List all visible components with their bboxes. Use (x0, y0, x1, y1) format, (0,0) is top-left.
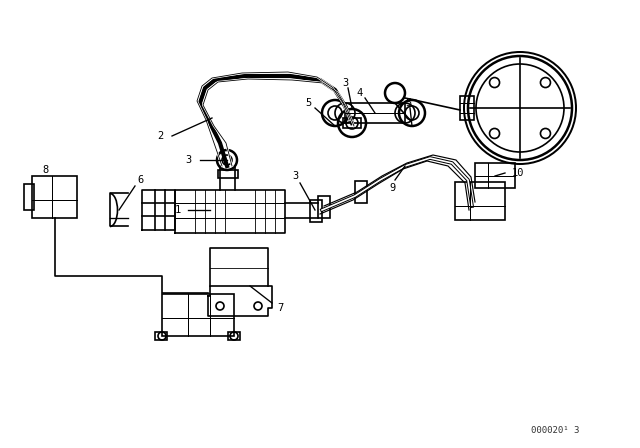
Text: 5: 5 (305, 98, 311, 108)
Text: 9: 9 (389, 183, 395, 193)
Bar (32, 176, 77, 218)
Text: 000020¹ 3: 000020¹ 3 (531, 426, 579, 435)
Bar (343, 118, 361, 128)
Bar (162, 294, 234, 336)
Bar (228, 332, 240, 340)
Text: 3: 3 (342, 78, 348, 88)
Text: 2: 2 (157, 131, 163, 141)
Text: 8: 8 (42, 165, 48, 175)
Bar (218, 170, 238, 178)
Text: 4: 4 (357, 88, 363, 98)
Bar (455, 182, 505, 220)
Text: 6: 6 (137, 175, 143, 185)
Bar (345, 103, 405, 123)
Bar (355, 181, 367, 203)
Bar (460, 96, 474, 120)
Text: 3: 3 (292, 171, 298, 181)
Bar (155, 332, 167, 340)
Bar (310, 200, 322, 222)
Text: 7: 7 (277, 303, 283, 313)
Bar (24, 184, 34, 210)
Text: 10: 10 (512, 168, 524, 178)
Text: 5: 5 (405, 98, 411, 108)
Text: 1: 1 (175, 205, 181, 215)
Bar (318, 196, 330, 218)
Bar (475, 163, 515, 188)
Text: 3: 3 (185, 155, 191, 165)
